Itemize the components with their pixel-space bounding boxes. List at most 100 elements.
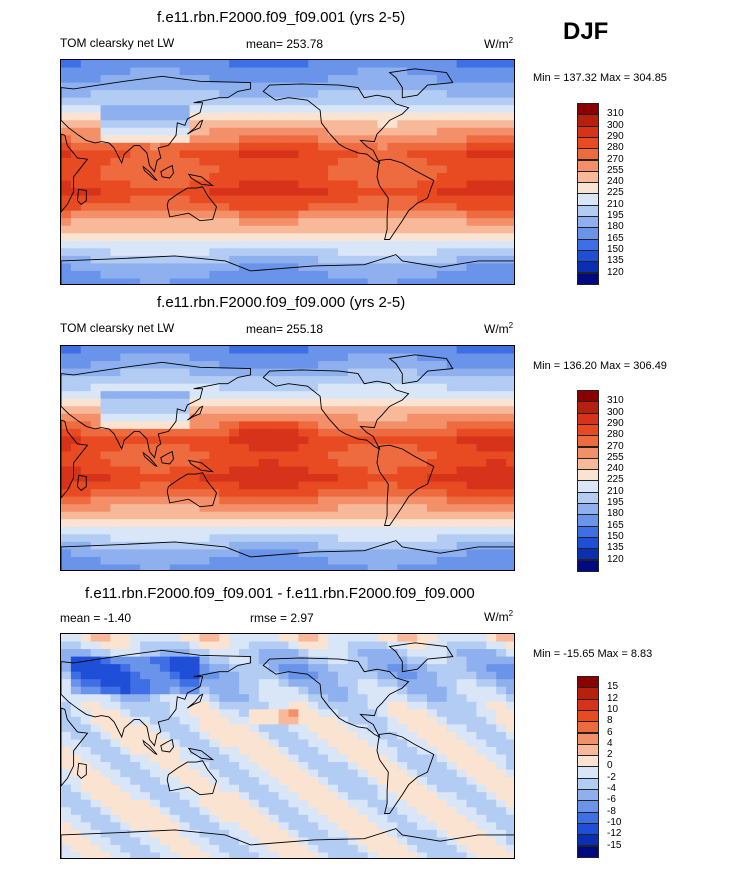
map-cell	[288, 436, 299, 445]
map-cell	[298, 556, 309, 566]
map-cell	[337, 391, 349, 400]
map-cell	[229, 218, 240, 227]
map-cell	[446, 481, 458, 490]
map-cell	[140, 649, 151, 658]
map-cell	[456, 489, 468, 498]
map-cell	[298, 443, 309, 453]
map-cell	[80, 240, 92, 249]
map-cell	[120, 353, 131, 362]
map-cell	[496, 466, 507, 475]
map-cell	[426, 248, 438, 257]
map-cell	[496, 142, 507, 151]
map-cell	[258, 248, 270, 257]
map-cell	[337, 67, 349, 76]
map-cell	[347, 391, 359, 400]
map-cell	[417, 511, 428, 520]
map-cell	[100, 784, 112, 793]
map-cell	[268, 105, 280, 114]
map-cell	[417, 180, 428, 189]
map-cell	[486, 361, 497, 370]
map-cell	[387, 556, 398, 566]
map-cell	[337, 150, 349, 159]
map-cell	[120, 413, 131, 422]
map-cell	[496, 278, 507, 284]
map-cell	[357, 784, 369, 793]
map-cell	[100, 504, 112, 513]
map-cell	[140, 188, 151, 197]
map-cell	[328, 361, 339, 370]
map-cell	[367, 361, 379, 370]
map-cell	[328, 701, 339, 710]
map-cell	[219, 428, 230, 437]
map-cell	[357, 210, 369, 219]
map-cell	[70, 112, 82, 121]
map-cell	[150, 443, 161, 453]
map-cell	[466, 188, 478, 197]
colorbar-tick-label: 12	[607, 692, 619, 704]
map-cell	[248, 398, 260, 407]
map-cell	[337, 822, 349, 831]
map-cell	[209, 398, 220, 407]
map-cell	[239, 814, 250, 823]
map-cell	[436, 240, 448, 249]
map-cell	[417, 634, 428, 643]
map-cell	[150, 641, 161, 650]
map-cell	[258, 679, 270, 688]
map-cell	[159, 97, 171, 106]
map-cell	[268, 814, 280, 823]
map-cell	[466, 406, 478, 415]
map-cell	[347, 777, 359, 786]
map-cell	[347, 255, 359, 264]
map-cell	[120, 173, 131, 182]
map-cell	[377, 466, 389, 475]
map-cell	[189, 127, 201, 136]
map-cell	[456, 564, 468, 570]
map-cell	[456, 474, 468, 483]
map-cell	[357, 504, 369, 513]
map-cell	[150, 466, 161, 475]
map-cell	[110, 564, 121, 570]
map-cell	[189, 474, 201, 483]
map-cell	[347, 97, 359, 106]
map-cell	[417, 120, 428, 129]
map-cell	[328, 511, 339, 520]
map-cell	[298, 75, 309, 84]
map-cell	[239, 180, 250, 189]
map-cell	[436, 210, 448, 219]
map-cell	[486, 709, 497, 718]
map-cell	[337, 792, 349, 801]
colorbar-tick-label: 150	[607, 530, 624, 542]
map-cell	[476, 641, 487, 650]
map-cell	[70, 443, 82, 453]
map-cell	[377, 203, 389, 212]
map-cell	[189, 413, 201, 422]
map-cell	[417, 807, 428, 816]
map-cell	[387, 270, 398, 280]
map-cell	[407, 474, 418, 483]
map-cell	[248, 709, 260, 718]
map-cell	[189, 481, 201, 490]
map-cell	[288, 679, 299, 688]
map-cell	[61, 671, 72, 680]
map-cell	[179, 564, 191, 570]
map-cell	[169, 135, 181, 144]
map-cell	[229, 203, 240, 212]
map-cell	[407, 716, 418, 725]
map-cell	[80, 383, 92, 392]
map-cell	[278, 240, 290, 249]
map-cell	[298, 60, 309, 69]
map-cell	[219, 413, 230, 422]
map-cell	[199, 526, 210, 535]
map-cell	[130, 112, 141, 121]
map-cell	[328, 564, 339, 570]
map-cell	[506, 526, 514, 535]
map-cell	[407, 225, 418, 234]
map-cell	[347, 641, 359, 650]
map-cell	[110, 694, 121, 703]
map-cell	[179, 489, 191, 498]
map-cell	[199, 556, 210, 566]
map-cell	[357, 60, 369, 69]
map-cell	[446, 436, 458, 445]
map-cell	[476, 694, 487, 703]
map-cell	[80, 747, 92, 756]
